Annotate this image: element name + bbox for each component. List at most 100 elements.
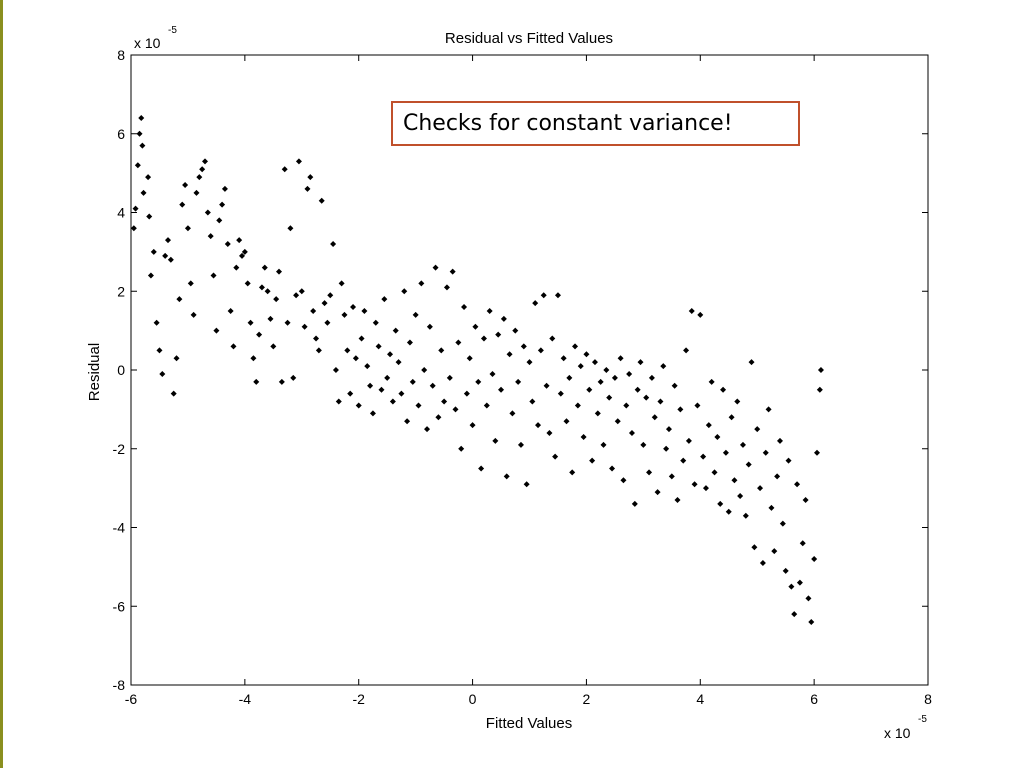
data-point [503, 473, 510, 480]
x-tick-label: -4 [239, 691, 252, 707]
data-point [808, 619, 815, 625]
data-point [688, 307, 695, 314]
data-point [145, 174, 152, 181]
data-point [480, 335, 487, 342]
data-point [267, 315, 274, 322]
data-point [273, 296, 280, 303]
data-point [626, 370, 633, 377]
data-point [389, 398, 396, 405]
data-point [754, 426, 761, 433]
data-point [506, 351, 513, 358]
data-point [264, 288, 271, 295]
data-point [378, 386, 385, 393]
data-point [213, 327, 220, 334]
data-point [813, 449, 820, 456]
data-point [817, 367, 824, 373]
data-point [224, 241, 231, 247]
data-point [691, 481, 698, 488]
x-tick-label: 2 [583, 691, 591, 707]
data-point [304, 185, 311, 192]
data-point [737, 493, 744, 499]
y-exponent-power: -5 [168, 25, 177, 36]
data-point [290, 374, 297, 381]
data-point [130, 225, 137, 232]
data-point [318, 197, 325, 204]
data-point [295, 158, 302, 165]
data-point [441, 398, 448, 405]
y-tick-label: -2 [113, 441, 126, 457]
data-point [381, 296, 388, 303]
data-point [648, 374, 655, 381]
data-point [717, 500, 724, 507]
data-point [745, 461, 752, 468]
data-point [258, 284, 265, 291]
data-point [543, 382, 550, 389]
data-point [725, 508, 732, 515]
data-point [628, 430, 635, 436]
data-point [512, 327, 519, 334]
data-point [500, 315, 507, 322]
data-point [278, 378, 285, 385]
data-point [478, 465, 485, 472]
data-point [589, 457, 596, 464]
data-point [372, 319, 379, 326]
data-point [347, 390, 354, 397]
data-point [757, 485, 764, 492]
data-point [702, 485, 709, 492]
data-point [418, 280, 425, 287]
data-point [221, 185, 228, 192]
data-point [398, 390, 405, 397]
y-tick-label: -8 [113, 677, 126, 693]
data-point [554, 292, 561, 299]
data-point [677, 406, 684, 413]
data-point [728, 414, 735, 421]
plot-area [130, 54, 929, 686]
data-point [176, 296, 183, 303]
data-point [529, 398, 536, 405]
data-point [375, 343, 382, 350]
data-point [816, 386, 823, 393]
data-point [683, 347, 690, 354]
data-point [412, 311, 419, 318]
data-point [139, 142, 146, 149]
data-point [429, 382, 436, 389]
data-point [788, 583, 795, 590]
data-point [475, 378, 482, 385]
data-point [720, 386, 727, 393]
x-exponent-power: -5 [918, 714, 927, 725]
x-tick-label: 0 [469, 691, 477, 707]
data-point [663, 445, 670, 452]
data-point [546, 430, 553, 436]
data-point [156, 347, 163, 354]
data-point [700, 453, 707, 460]
x-tick-label: 4 [696, 691, 704, 707]
data-point [680, 457, 687, 464]
data-point [466, 355, 473, 362]
data-point [722, 449, 729, 456]
points-layer [130, 115, 824, 625]
data-point [811, 556, 818, 562]
y-tick-label: 8 [117, 47, 125, 63]
data-point [426, 323, 433, 330]
data-point [253, 378, 260, 385]
y-exponent-label: x 10 [134, 35, 161, 51]
data-point [734, 398, 741, 405]
data-point [759, 559, 766, 566]
data-point [136, 130, 143, 137]
data-point [469, 422, 476, 429]
data-point [409, 378, 416, 385]
data-point [216, 217, 223, 224]
data-point [657, 398, 664, 405]
x-tick-label: -6 [125, 691, 138, 707]
data-point [791, 611, 798, 618]
data-point [452, 406, 459, 413]
data-point [765, 406, 772, 413]
annotation-callout: Checks for constant variance! [391, 101, 800, 146]
data-point [802, 496, 809, 503]
x-tick-label: -2 [352, 691, 365, 707]
data-point [244, 280, 251, 287]
y-tick-label: 6 [117, 126, 125, 142]
data-point [646, 469, 653, 476]
data-point [432, 264, 439, 271]
data-point [207, 233, 214, 240]
